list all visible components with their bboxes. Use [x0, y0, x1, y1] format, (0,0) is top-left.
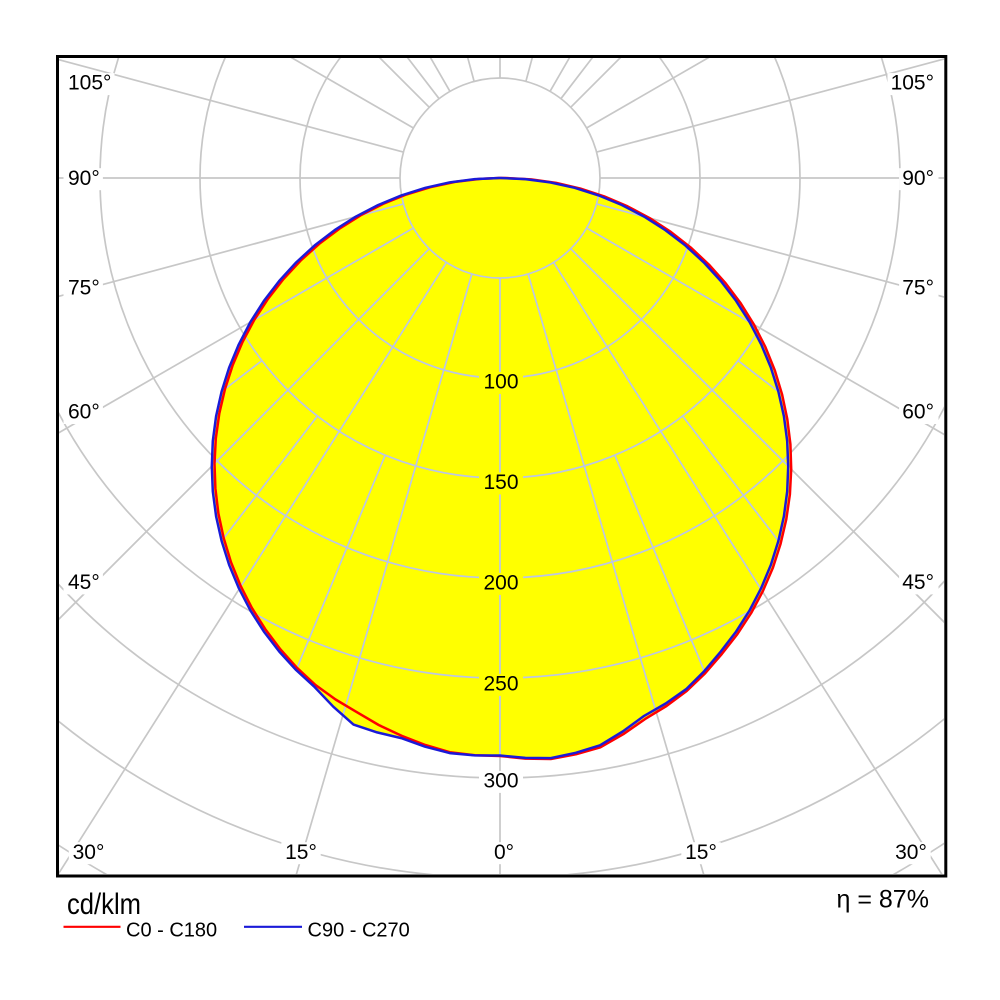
svg-text:η = 87%: η = 87% — [837, 886, 929, 914]
svg-text:45°: 45° — [902, 571, 934, 594]
svg-text:150: 150 — [483, 471, 518, 494]
svg-text:0°: 0° — [494, 841, 514, 864]
svg-text:90°: 90° — [902, 167, 934, 190]
svg-text:30°: 30° — [895, 841, 927, 864]
svg-text:105°: 105° — [68, 72, 111, 95]
svg-text:105°: 105° — [891, 72, 934, 95]
svg-text:C0 - C180: C0 - C180 — [126, 919, 217, 941]
svg-text:15°: 15° — [285, 841, 317, 864]
svg-text:75°: 75° — [68, 277, 100, 300]
svg-text:60°: 60° — [902, 401, 934, 424]
svg-text:30°: 30° — [73, 841, 105, 864]
svg-text:75°: 75° — [902, 277, 934, 300]
svg-text:45°: 45° — [68, 571, 100, 594]
svg-text:100: 100 — [483, 371, 518, 394]
svg-text:15°: 15° — [685, 841, 717, 864]
svg-text:300: 300 — [483, 770, 518, 793]
svg-text:cd/klm: cd/klm — [67, 888, 141, 921]
svg-text:60°: 60° — [68, 401, 100, 424]
svg-text:200: 200 — [483, 572, 518, 595]
svg-text:250: 250 — [483, 673, 518, 696]
svg-text:90°: 90° — [68, 167, 100, 190]
svg-text:C90 - C270: C90 - C270 — [308, 919, 410, 941]
